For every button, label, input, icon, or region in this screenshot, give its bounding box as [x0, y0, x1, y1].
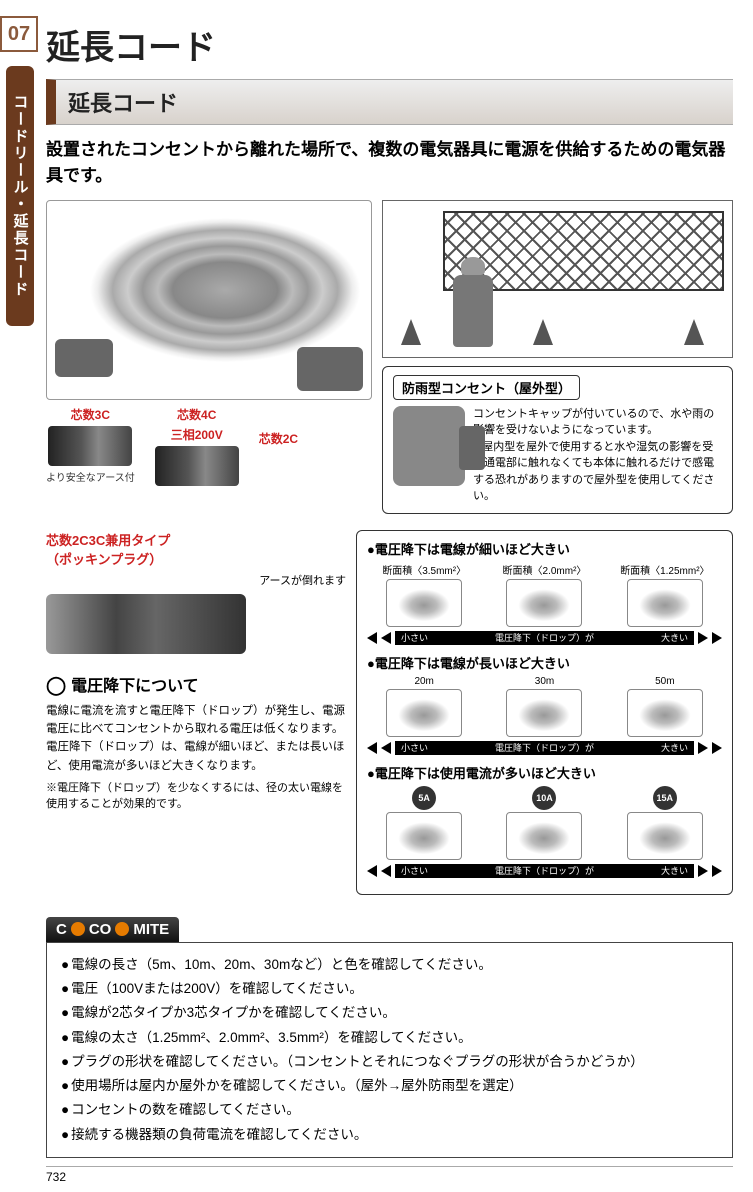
sidebar-category-tab: コードリール・延長コード	[6, 66, 34, 326]
checklist: 電線の長さ（5m、10m、20m、30mなど）と色を確認してください。 電圧（1…	[46, 942, 733, 1158]
plug-4c: 芯数4C 三相200V	[155, 406, 239, 486]
pokkin-plug-block: 芯数2C3C兼用タイプ （ポッキンプラグ） アースが倒れます	[46, 530, 346, 654]
check-item: プラグの形状を確認してください。（コンセントとそれにつなぐプラグの形状が合うかど…	[61, 1050, 718, 1074]
page: 07 コードリール・延長コード 延長コード 延長コード 設置されたコンセントから…	[0, 0, 753, 1192]
factor-wire-thickness: 電圧降下は電線が細いほど大きい 断面積〈3.5mm²〉 断面積〈2.0mm²〉 …	[367, 539, 722, 645]
worksite-illustration	[382, 200, 733, 358]
check-item: 電線が2芯タイプか3芯タイプかを確認してください。	[61, 1001, 718, 1025]
plug-3c: 芯数3C より安全なアース付	[46, 406, 135, 486]
voltage-drop-row: 芯数2C3C兼用タイプ （ポッキンプラグ） アースが倒れます 電圧降下について …	[46, 530, 733, 903]
voltage-drop-explain: 電圧降下について 電線に電流を流すと電圧降下（ドロップ）が発生し、電源電圧に比べ…	[46, 672, 346, 812]
main-illustration-row: 芯数3C より安全なアース付 芯数4C 三相200V 芯数2C	[46, 200, 733, 522]
rainproof-text: コンセントキャップが付いているので、水や雨の影響を受けないようになっています。 …	[473, 406, 722, 505]
section-heading: 延長コード	[46, 79, 733, 125]
page-title: 延長コード	[46, 20, 733, 69]
plug-2c: 芯数2C	[259, 406, 298, 486]
check-item: 使用場所は屋内か屋外かを確認してください。（屋外→屋外防雨型を選定）	[61, 1074, 718, 1098]
check-item: 電圧（100Vまたは200V）を確認してください。	[61, 977, 718, 1001]
rainproof-title: 防雨型コンセント（屋外型）	[393, 375, 580, 400]
rainproof-outlet-image	[393, 406, 465, 486]
rainproof-box: 防雨型コンセント（屋外型） コンセントキャップが付いているので、水や雨の影響を受…	[382, 366, 733, 514]
check-item: 電線の太さ（1.25mm²、2.0mm²、3.5mm²）を確認してください。	[61, 1026, 718, 1050]
check-item: コンセントの数を確認してください。	[61, 1098, 718, 1122]
factor-wire-length: 電圧降下は電線が長いほど大きい 20m 30m 50m 小さい電圧降下（ドロップ…	[367, 653, 722, 755]
voltage-drop-factors-box: 電圧降下は電線が細いほど大きい 断面積〈3.5mm²〉 断面積〈2.0mm²〉 …	[356, 530, 733, 895]
intro-text: 設置されたコンセントから離れた場所で、複数の電気器具に電源を供給するための電気器…	[46, 137, 733, 190]
factor-current: 電圧降下は使用電流が多いほど大きい 5A 10A 15A 小さい電圧降下（ドロッ…	[367, 763, 722, 878]
check-item: 接続する機器類の負荷電流を確認してください。	[61, 1123, 718, 1147]
check-item: 電線の長さ（5m、10m、20m、30mなど）と色を確認してください。	[61, 953, 718, 977]
extension-cord-image	[46, 200, 372, 400]
plug-types-row: 芯数3C より安全なアース付 芯数4C 三相200V 芯数2C	[46, 406, 372, 486]
chapter-number: 07	[0, 16, 38, 52]
pokkin-plug-image	[46, 594, 246, 654]
page-number: 732	[46, 1166, 733, 1184]
cocomite-badge: CCOCOCO MITEMITE	[46, 917, 179, 942]
